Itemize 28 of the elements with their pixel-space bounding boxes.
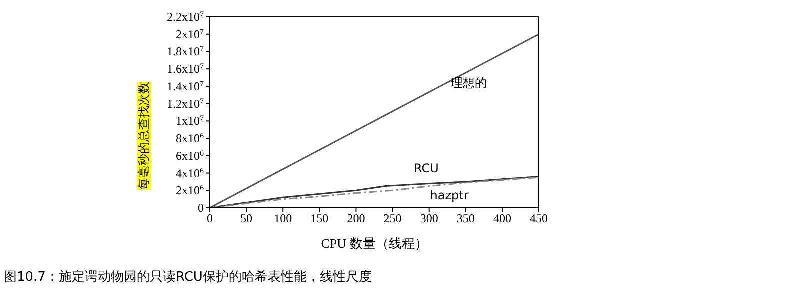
x-tick-label: 0 [207, 212, 213, 226]
x-tick-label: 150 [310, 212, 329, 226]
caption: 图10.7：施定谔动物园的只读RCU保护的哈希表性能，线性尺度 [4, 269, 372, 286]
x-tick-label: 450 [530, 212, 548, 226]
y-tick-label: 0 [198, 201, 204, 215]
y-tick-label: 2x10$^{7}$ [176, 26, 204, 42]
x-tick-label: 50 [240, 212, 253, 226]
series-label: RCU [414, 162, 439, 176]
y-tick-label: 1.8x10$^{7}$ [167, 44, 204, 59]
y-tick-label: 4x10$^{6}$ [176, 166, 204, 180]
y-tick-label: 1x10$^{7}$ [176, 114, 204, 128]
y-tick-label: 1.2x10$^{7}$ [167, 96, 204, 111]
x-tick-label: 400 [493, 212, 512, 226]
x-tick-label: 200 [347, 212, 366, 226]
x-tick-label: 300 [420, 212, 438, 226]
y-tick-label: 1.6x10$^{7}$ [167, 62, 204, 76]
x-tick-label: 350 [456, 212, 475, 226]
y-tick-label: 8x10$^{6}$ [176, 131, 204, 146]
y-tick-label: 2x10$^{6}$ [176, 183, 204, 198]
x-tick-label: 250 [384, 212, 402, 226]
x-tick-label: 100 [274, 212, 292, 226]
series-label: hazptr [430, 188, 469, 202]
y-axis-title: 每毫秒的总查找次数 [137, 82, 151, 190]
y-tick-label: 1.4x10$^{7}$ [167, 78, 204, 94]
y-tick-label: 2.2x10$^{7}$ [167, 10, 204, 24]
y-tick-label: 6x10$^{6}$ [176, 148, 204, 163]
x-axis-title: CPU 数量（线程） [321, 236, 428, 251]
series-label: 理想的 [450, 76, 487, 90]
